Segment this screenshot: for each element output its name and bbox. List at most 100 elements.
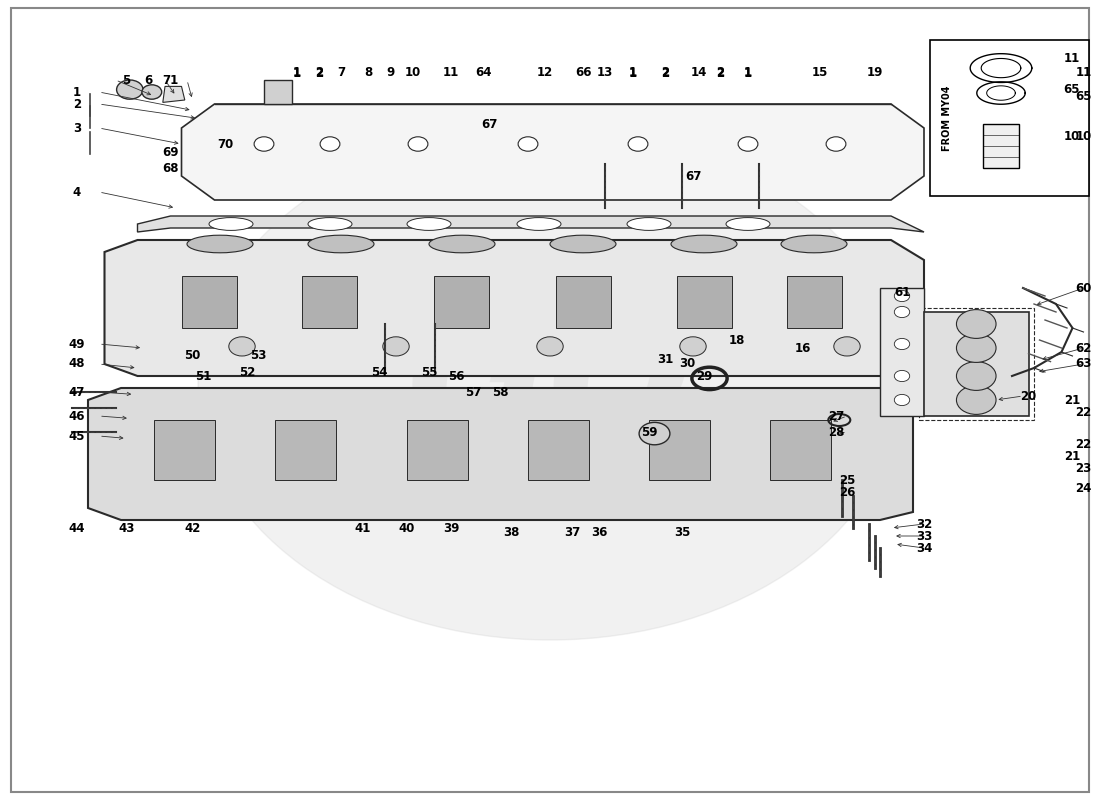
Text: 67: 67 bbox=[482, 118, 497, 130]
Ellipse shape bbox=[726, 218, 770, 230]
Polygon shape bbox=[88, 388, 913, 520]
Bar bbox=[930, 40, 1089, 196]
Text: 47: 47 bbox=[69, 386, 85, 398]
Circle shape bbox=[826, 137, 846, 151]
Ellipse shape bbox=[209, 218, 253, 230]
Text: 10: 10 bbox=[405, 66, 420, 78]
Text: 50: 50 bbox=[185, 350, 200, 362]
Text: 25: 25 bbox=[839, 474, 855, 486]
Text: 1: 1 bbox=[73, 86, 81, 98]
Text: 27: 27 bbox=[828, 410, 844, 422]
Text: 20: 20 bbox=[1021, 390, 1036, 402]
Circle shape bbox=[142, 85, 162, 99]
Text: 10: 10 bbox=[1076, 130, 1091, 142]
Text: 53: 53 bbox=[251, 350, 266, 362]
Text: 39: 39 bbox=[443, 522, 459, 534]
Text: 19: 19 bbox=[867, 66, 882, 78]
Ellipse shape bbox=[781, 235, 847, 253]
Text: 43: 43 bbox=[119, 522, 134, 534]
Circle shape bbox=[956, 310, 997, 338]
Text: 60: 60 bbox=[1076, 282, 1091, 294]
Text: 48: 48 bbox=[69, 358, 86, 370]
Circle shape bbox=[894, 338, 910, 350]
Text: 34: 34 bbox=[916, 542, 932, 554]
Ellipse shape bbox=[308, 235, 374, 253]
Text: 70: 70 bbox=[218, 138, 233, 150]
Circle shape bbox=[956, 386, 997, 414]
Circle shape bbox=[408, 137, 428, 151]
Text: 65: 65 bbox=[1064, 83, 1080, 97]
Text: 1: 1 bbox=[744, 66, 752, 78]
Text: 1: 1 bbox=[744, 67, 752, 80]
Text: 22: 22 bbox=[1076, 406, 1091, 418]
Circle shape bbox=[894, 306, 910, 318]
Text: 2: 2 bbox=[315, 67, 323, 80]
Polygon shape bbox=[138, 216, 924, 232]
Ellipse shape bbox=[627, 218, 671, 230]
Ellipse shape bbox=[671, 235, 737, 253]
Text: 2: 2 bbox=[73, 98, 81, 110]
Text: 15: 15 bbox=[812, 66, 827, 78]
Text: 9: 9 bbox=[386, 66, 395, 78]
Text: 11: 11 bbox=[1076, 66, 1091, 78]
Circle shape bbox=[894, 370, 910, 382]
Text: 54: 54 bbox=[371, 366, 387, 378]
Polygon shape bbox=[264, 80, 292, 104]
Bar bbox=[983, 124, 1019, 168]
Text: 7: 7 bbox=[337, 66, 345, 78]
Text: 56: 56 bbox=[449, 370, 464, 382]
Text: 1: 1 bbox=[293, 67, 301, 80]
Bar bbox=[770, 420, 830, 480]
Bar bbox=[786, 276, 842, 328]
Text: 69: 69 bbox=[163, 146, 178, 158]
Ellipse shape bbox=[407, 218, 451, 230]
Text: 64: 64 bbox=[475, 66, 493, 78]
Circle shape bbox=[518, 137, 538, 151]
Bar bbox=[434, 276, 490, 328]
Bar bbox=[918, 308, 1034, 420]
Text: 38: 38 bbox=[504, 526, 519, 538]
Circle shape bbox=[383, 337, 409, 356]
Text: 2: 2 bbox=[716, 66, 725, 78]
Ellipse shape bbox=[429, 235, 495, 253]
Polygon shape bbox=[104, 240, 924, 376]
Text: 21: 21 bbox=[1065, 450, 1080, 462]
Circle shape bbox=[254, 137, 274, 151]
Bar bbox=[676, 276, 732, 328]
Text: 23: 23 bbox=[1076, 462, 1091, 474]
Bar bbox=[924, 312, 1028, 416]
Text: 42: 42 bbox=[185, 522, 200, 534]
Circle shape bbox=[229, 337, 255, 356]
Circle shape bbox=[834, 337, 860, 356]
Text: 61: 61 bbox=[894, 286, 910, 298]
Text: 49: 49 bbox=[69, 338, 86, 350]
Text: 58: 58 bbox=[493, 386, 508, 398]
Bar bbox=[302, 276, 358, 328]
Text: GO: GO bbox=[406, 303, 694, 465]
Text: 29: 29 bbox=[696, 370, 712, 382]
Text: 68: 68 bbox=[163, 162, 178, 174]
Circle shape bbox=[894, 394, 910, 406]
Ellipse shape bbox=[550, 235, 616, 253]
Text: 31: 31 bbox=[658, 354, 673, 366]
Text: 24: 24 bbox=[1076, 482, 1091, 494]
Circle shape bbox=[680, 337, 706, 356]
Circle shape bbox=[537, 337, 563, 356]
Text: 1: 1 bbox=[628, 66, 637, 78]
Text: 22: 22 bbox=[1076, 438, 1091, 450]
Text: 46: 46 bbox=[69, 410, 86, 422]
Text: 1: 1 bbox=[293, 66, 301, 78]
Text: 71: 71 bbox=[163, 74, 178, 86]
Text: 13: 13 bbox=[597, 66, 613, 78]
Text: 2: 2 bbox=[716, 67, 725, 80]
Text: 10: 10 bbox=[1064, 130, 1080, 143]
Ellipse shape bbox=[187, 235, 253, 253]
Text: 30: 30 bbox=[680, 358, 695, 370]
Circle shape bbox=[198, 128, 902, 640]
Text: a passion for cars: a passion for cars bbox=[376, 457, 548, 519]
Circle shape bbox=[628, 137, 648, 151]
Text: 55: 55 bbox=[420, 366, 438, 378]
Text: 2: 2 bbox=[661, 66, 670, 78]
Text: 14: 14 bbox=[691, 66, 706, 78]
Text: 44: 44 bbox=[69, 522, 86, 534]
